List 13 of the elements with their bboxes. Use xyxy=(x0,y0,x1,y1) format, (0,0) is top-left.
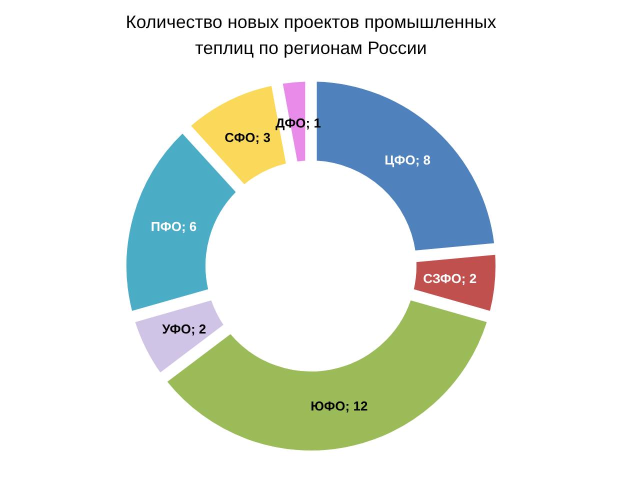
data-label: ; 6 xyxy=(181,218,197,234)
data-label: ; 12 xyxy=(345,398,368,414)
slice-label: ПФО xyxy=(150,218,182,234)
slice-label: СФО xyxy=(224,130,256,145)
slice-label: ЮФО xyxy=(310,398,346,414)
slice-label: СЗФО xyxy=(423,271,462,286)
chart-title: Количество новых проектов промышленных теплиц по регионам России xyxy=(126,12,496,58)
data-label: ; 3 xyxy=(255,130,270,145)
data-label: ; 8 xyxy=(415,152,431,168)
slice-label: ЦФО xyxy=(384,152,416,168)
data-label: ; 2 xyxy=(461,271,477,286)
data-label: ; 2 xyxy=(190,322,206,337)
slice-label: УФО xyxy=(162,322,191,337)
